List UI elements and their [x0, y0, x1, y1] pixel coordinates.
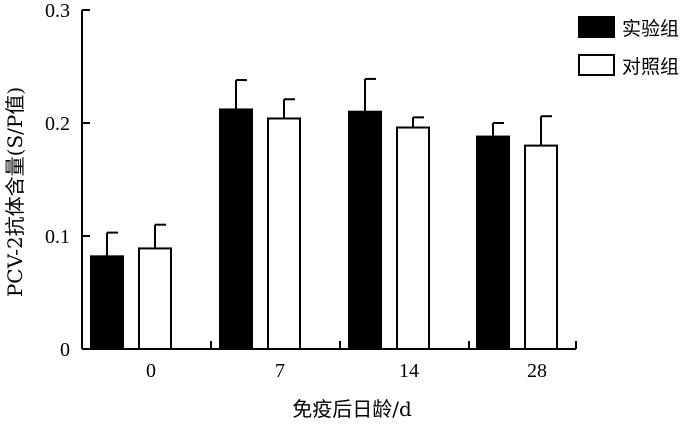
legend-label: 实验组: [622, 18, 679, 40]
bar-实验组-28: [476, 135, 510, 350]
x-tick-label: 0: [146, 360, 156, 382]
x-tick-label: 14: [399, 360, 419, 382]
plot-area: [90, 77, 558, 351]
y-tick-label: 0: [60, 339, 70, 361]
legend-swatch-对照组: [578, 54, 615, 76]
legend-swatch-实验组: [578, 16, 615, 38]
bar-实验组-7: [219, 108, 253, 350]
y-tick-label: 0.3: [45, 0, 70, 22]
x-tick-label: 7: [275, 360, 285, 382]
bar-对照组-0: [138, 247, 172, 350]
y-axis-title: PCV-2抗体含量(S/P值): [3, 87, 27, 297]
bar-实验组-0: [90, 255, 124, 350]
bar-实验组-14: [348, 110, 382, 350]
x-axis-title: 免疫后日龄/d: [292, 397, 412, 421]
bar-对照组-28: [524, 144, 558, 350]
x-tick-label: 28: [527, 360, 547, 382]
bar-对照组-14: [396, 126, 430, 350]
bar-对照组-7: [267, 117, 301, 351]
y-tick-label: 0.2: [45, 113, 70, 135]
legend-label: 对照组: [622, 56, 679, 78]
y-tick-label: 0.1: [45, 226, 70, 248]
axes: 0 0.1 0.2 0.3 0 7 14 28: [45, 0, 577, 382]
